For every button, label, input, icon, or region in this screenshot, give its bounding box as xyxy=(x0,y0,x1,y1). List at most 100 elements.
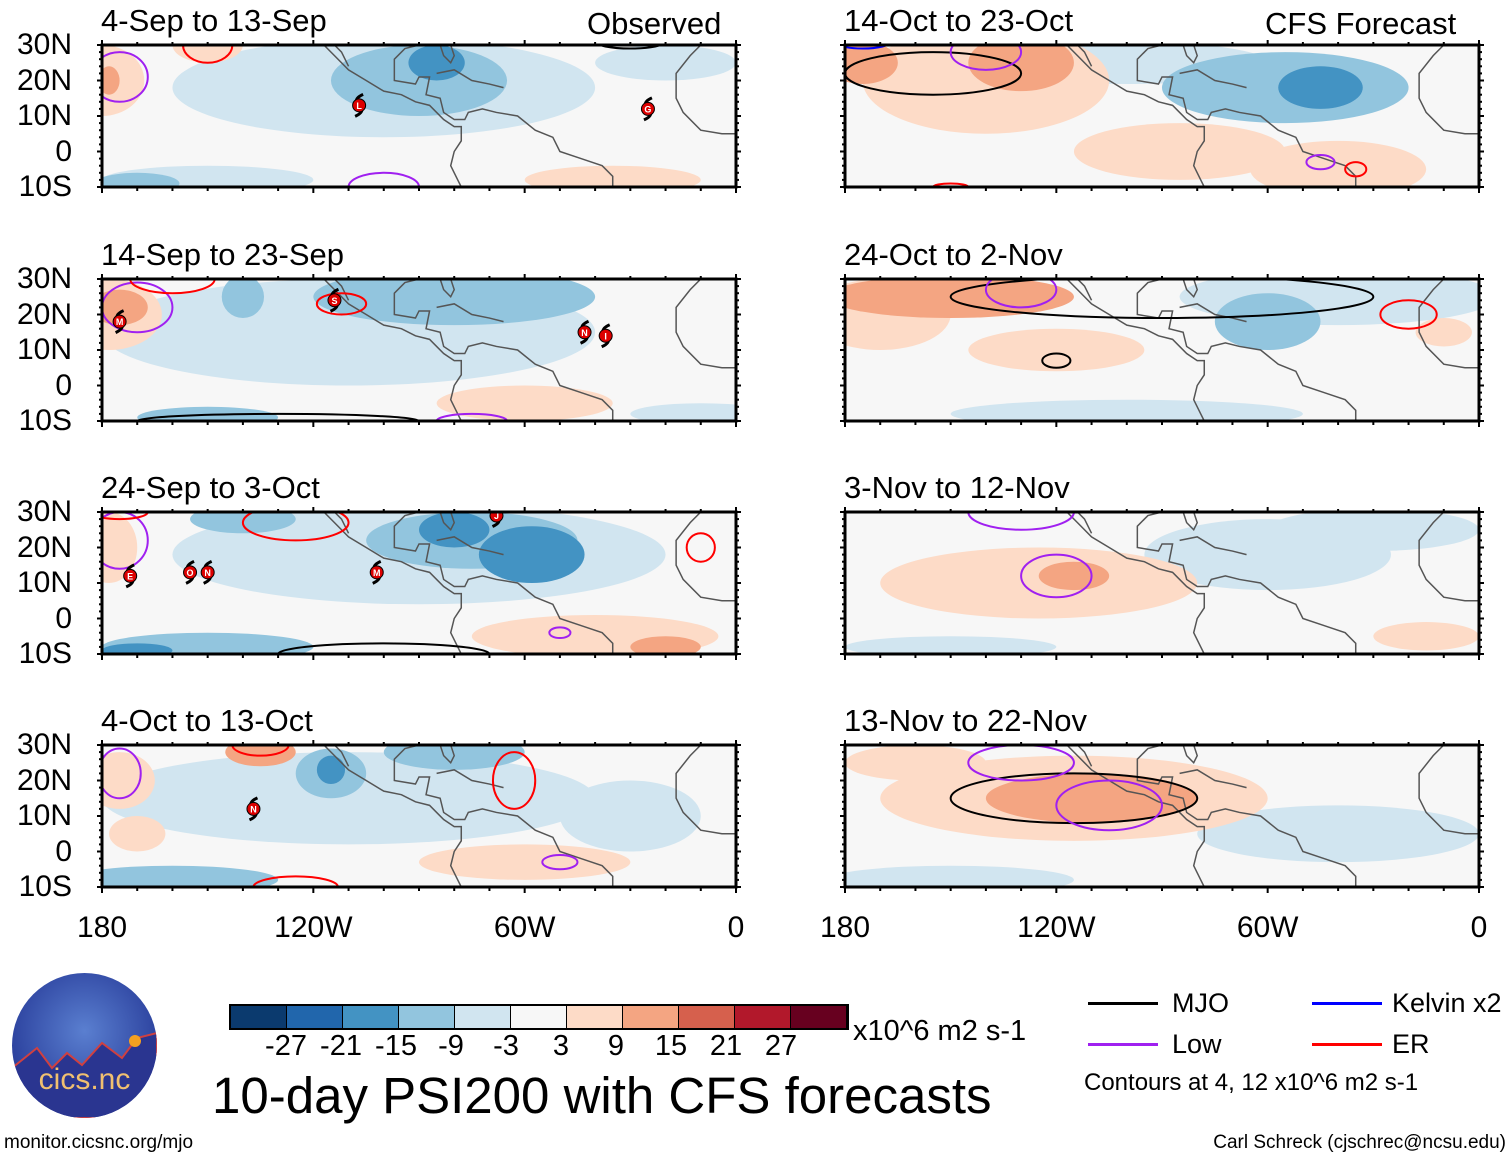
lat-label: 0 xyxy=(55,368,72,402)
coastline xyxy=(1418,512,1479,602)
colorbar-label: 3 xyxy=(552,1030,570,1062)
coastline xyxy=(393,512,614,654)
colorbar-swatch xyxy=(455,1006,511,1028)
anomaly-shading xyxy=(102,512,138,583)
anomaly-shading xyxy=(1214,293,1321,350)
storm-letter: N xyxy=(581,328,588,338)
lat-label: 20N xyxy=(16,297,72,331)
map-panel xyxy=(840,40,1484,193)
anomaly-shading xyxy=(1267,512,1479,552)
anomaly-shading xyxy=(559,780,701,852)
colorbar-label: 27 xyxy=(764,1030,798,1062)
lon-label: 0 xyxy=(1470,911,1488,944)
anomaly-shading xyxy=(630,636,701,654)
panel-title: 4-Sep to 13-Sep xyxy=(101,3,327,38)
lon-label: 120W xyxy=(1017,911,1096,944)
lat-label: 10S xyxy=(18,170,72,203)
contour-low xyxy=(984,279,1058,309)
anomaly-shading xyxy=(1373,622,1479,651)
legend-line-low xyxy=(1088,1043,1158,1046)
storm-marker: S xyxy=(327,287,342,313)
coastline xyxy=(393,279,614,421)
anomaly-shading xyxy=(102,752,596,845)
contour-low xyxy=(102,512,149,570)
anomaly-shading xyxy=(968,328,1145,372)
anomaly-shading xyxy=(419,512,490,548)
anomaly-shading xyxy=(408,45,465,81)
contour-er xyxy=(102,512,149,521)
anomaly-shading xyxy=(1415,318,1472,347)
lat-label: 30N xyxy=(16,728,72,761)
anomaly-shading xyxy=(225,745,296,767)
contour-er xyxy=(685,532,716,563)
contour-low xyxy=(102,281,174,334)
units-label: x10^6 m2 s-1 xyxy=(853,1015,1027,1047)
colorbar-swatch xyxy=(343,1006,399,1028)
anomaly-shading xyxy=(630,403,736,421)
lon-label: 60W xyxy=(1236,911,1299,944)
coastline xyxy=(439,512,456,532)
coastline xyxy=(1182,745,1199,765)
contour-low xyxy=(967,512,1075,531)
contour-low xyxy=(967,745,1075,782)
lat-label: 30N xyxy=(16,28,72,61)
coastline xyxy=(675,45,736,135)
anomaly-shading xyxy=(595,45,736,81)
anomaly-shading xyxy=(102,643,173,654)
coastline xyxy=(1179,303,1247,323)
storm-letter: M xyxy=(116,317,124,327)
lon-label: 120W xyxy=(274,911,353,944)
lat-label: 10N xyxy=(16,333,72,366)
anomaly-shading xyxy=(316,755,346,785)
coastline xyxy=(323,45,463,187)
colorbar-swatch xyxy=(735,1006,791,1028)
map-panel: N xyxy=(97,740,741,893)
legend-line-kelvin xyxy=(1312,1002,1382,1005)
panel-title: 13-Nov to 22-Nov xyxy=(844,703,1087,738)
coastline xyxy=(333,279,350,301)
coastline xyxy=(1179,769,1247,789)
coastline xyxy=(1076,45,1093,67)
anomaly-shading xyxy=(478,526,585,583)
lat-label: 10N xyxy=(16,566,72,599)
contour-mjo xyxy=(277,642,491,654)
coastline xyxy=(1179,536,1247,556)
anomaly-shading xyxy=(383,745,525,770)
contour-low xyxy=(949,45,1023,71)
coastline xyxy=(1066,745,1206,887)
source-url[interactable]: monitor.cicsnc.org/mjo xyxy=(4,1132,194,1153)
storm-marker: N xyxy=(577,319,592,345)
colorbar-swatch xyxy=(399,1006,455,1028)
storm-letter: J xyxy=(494,511,499,521)
contour-low xyxy=(347,171,420,187)
contour-er xyxy=(252,875,339,887)
coastline xyxy=(1182,45,1199,65)
contour-mjo xyxy=(1041,352,1072,369)
anomaly-shading xyxy=(102,752,155,809)
anomaly-shading xyxy=(313,279,596,326)
anomaly-shading xyxy=(102,865,279,887)
storm-letter: S xyxy=(331,296,337,306)
lat-label: 10N xyxy=(16,799,72,832)
contour-low xyxy=(1305,154,1336,171)
colorbar-swatch xyxy=(791,1006,847,1028)
coastline xyxy=(1182,512,1199,532)
coastline xyxy=(1066,512,1206,654)
anomaly-shading xyxy=(1038,561,1110,591)
coastline xyxy=(393,745,614,887)
coastline xyxy=(323,512,463,654)
anomaly-shading xyxy=(845,636,1057,654)
lon-label: 180 xyxy=(819,911,871,944)
colorbar-label: -21 xyxy=(320,1030,362,1062)
contour-mjo xyxy=(597,45,664,50)
figure-title: 10-day PSI200 with CFS forecasts xyxy=(212,1067,992,1124)
coastline xyxy=(1136,279,1357,421)
coastline xyxy=(436,69,504,89)
contour-er xyxy=(1344,161,1368,178)
anomaly-shading xyxy=(102,66,120,95)
anomaly-shading xyxy=(419,844,631,880)
storm-marker: L xyxy=(352,92,367,118)
map-panel xyxy=(840,740,1484,893)
storm-marker: N xyxy=(246,796,261,822)
colorbar-label: 15 xyxy=(654,1030,688,1062)
